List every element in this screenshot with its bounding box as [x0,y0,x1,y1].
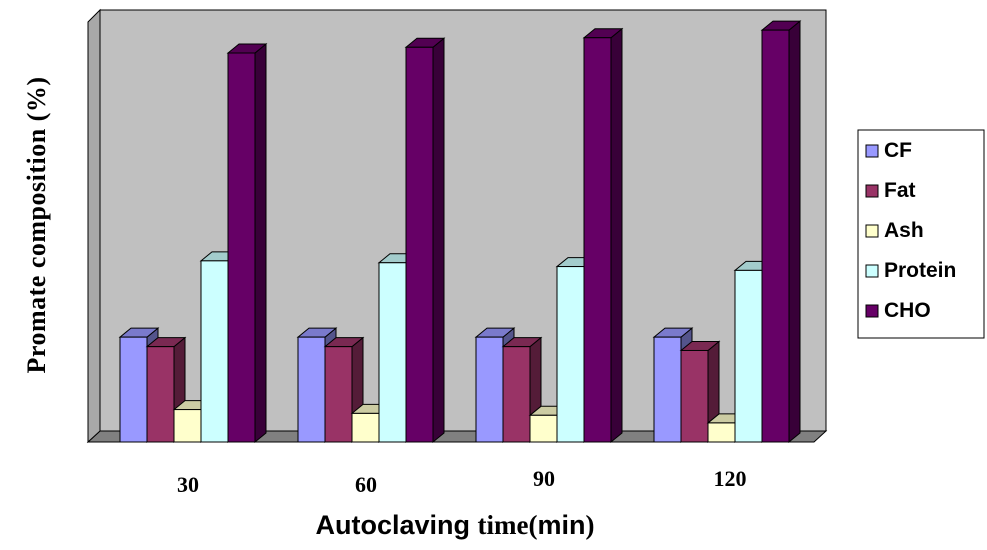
bar-cho-120 [760,20,802,444]
bar-cho-90 [582,27,624,444]
x-tick-labels: 30 60 90 120 [177,466,747,497]
x-tick-90: 90 [533,466,555,491]
legend-label-cf: CF [884,139,912,162]
legend-swatch-fat [865,184,879,198]
legend-label-ash: Ash [884,219,924,242]
bar-front [529,414,558,443]
bar-side [788,20,801,444]
bar-fat-120 [679,340,721,444]
bar-front [378,262,407,443]
bar-front [653,336,682,443]
x-axis-label-part-3: min [537,510,585,540]
y-axis-label: Promate composition (%) [22,77,51,374]
bar-front [734,269,763,443]
bar-side [432,37,445,444]
bar-front [475,336,504,443]
legend-swatch-protein [865,264,879,278]
legend-swatch-ash [865,224,879,238]
bar-front [119,336,148,443]
bar-front [324,346,353,443]
legend-swatch-cho [865,304,879,318]
bar-side [254,42,267,444]
bar-front [556,266,585,443]
bar-cho-30 [226,42,268,444]
bar-front [146,346,175,443]
bar-side [610,27,623,444]
legend-label-cho: CHO [884,299,931,322]
bar-front [707,422,736,443]
bar-front [405,46,434,443]
legend: CF Fat Ash Protein CHO [857,129,985,339]
bar-front [351,412,380,443]
x-axis-label-part-4: ) [586,510,595,540]
legend-items: CF Fat Ash Protein CHO [865,139,956,322]
bar-cho-60 [404,37,446,444]
x-tick-30: 30 [177,472,199,497]
legend-swatch-cf [865,144,879,158]
bars-group [118,20,802,444]
bar-ash-90 [528,405,570,444]
bar-front [502,346,531,443]
bar-front [200,260,229,443]
legend-box [857,129,985,339]
bar-front [297,336,326,443]
bar-fat-30 [145,336,187,444]
bar-front [583,37,612,443]
legend-label-protein: Protein [884,259,956,282]
bar-front [227,52,256,443]
plot-area [86,8,828,444]
side-wall [87,8,101,444]
x-axis-label-part-1: Autoclaving [316,510,478,540]
bar-front [173,409,202,443]
x-axis-label: Autoclaving time(min) [316,510,595,540]
bar-front [761,29,790,443]
legend-label-fat: Fat [884,179,916,202]
x-axis-label-part-2: time( [478,510,538,540]
x-tick-120: 120 [714,466,747,491]
x-tick-60: 60 [355,472,377,497]
bar-front [680,349,709,443]
